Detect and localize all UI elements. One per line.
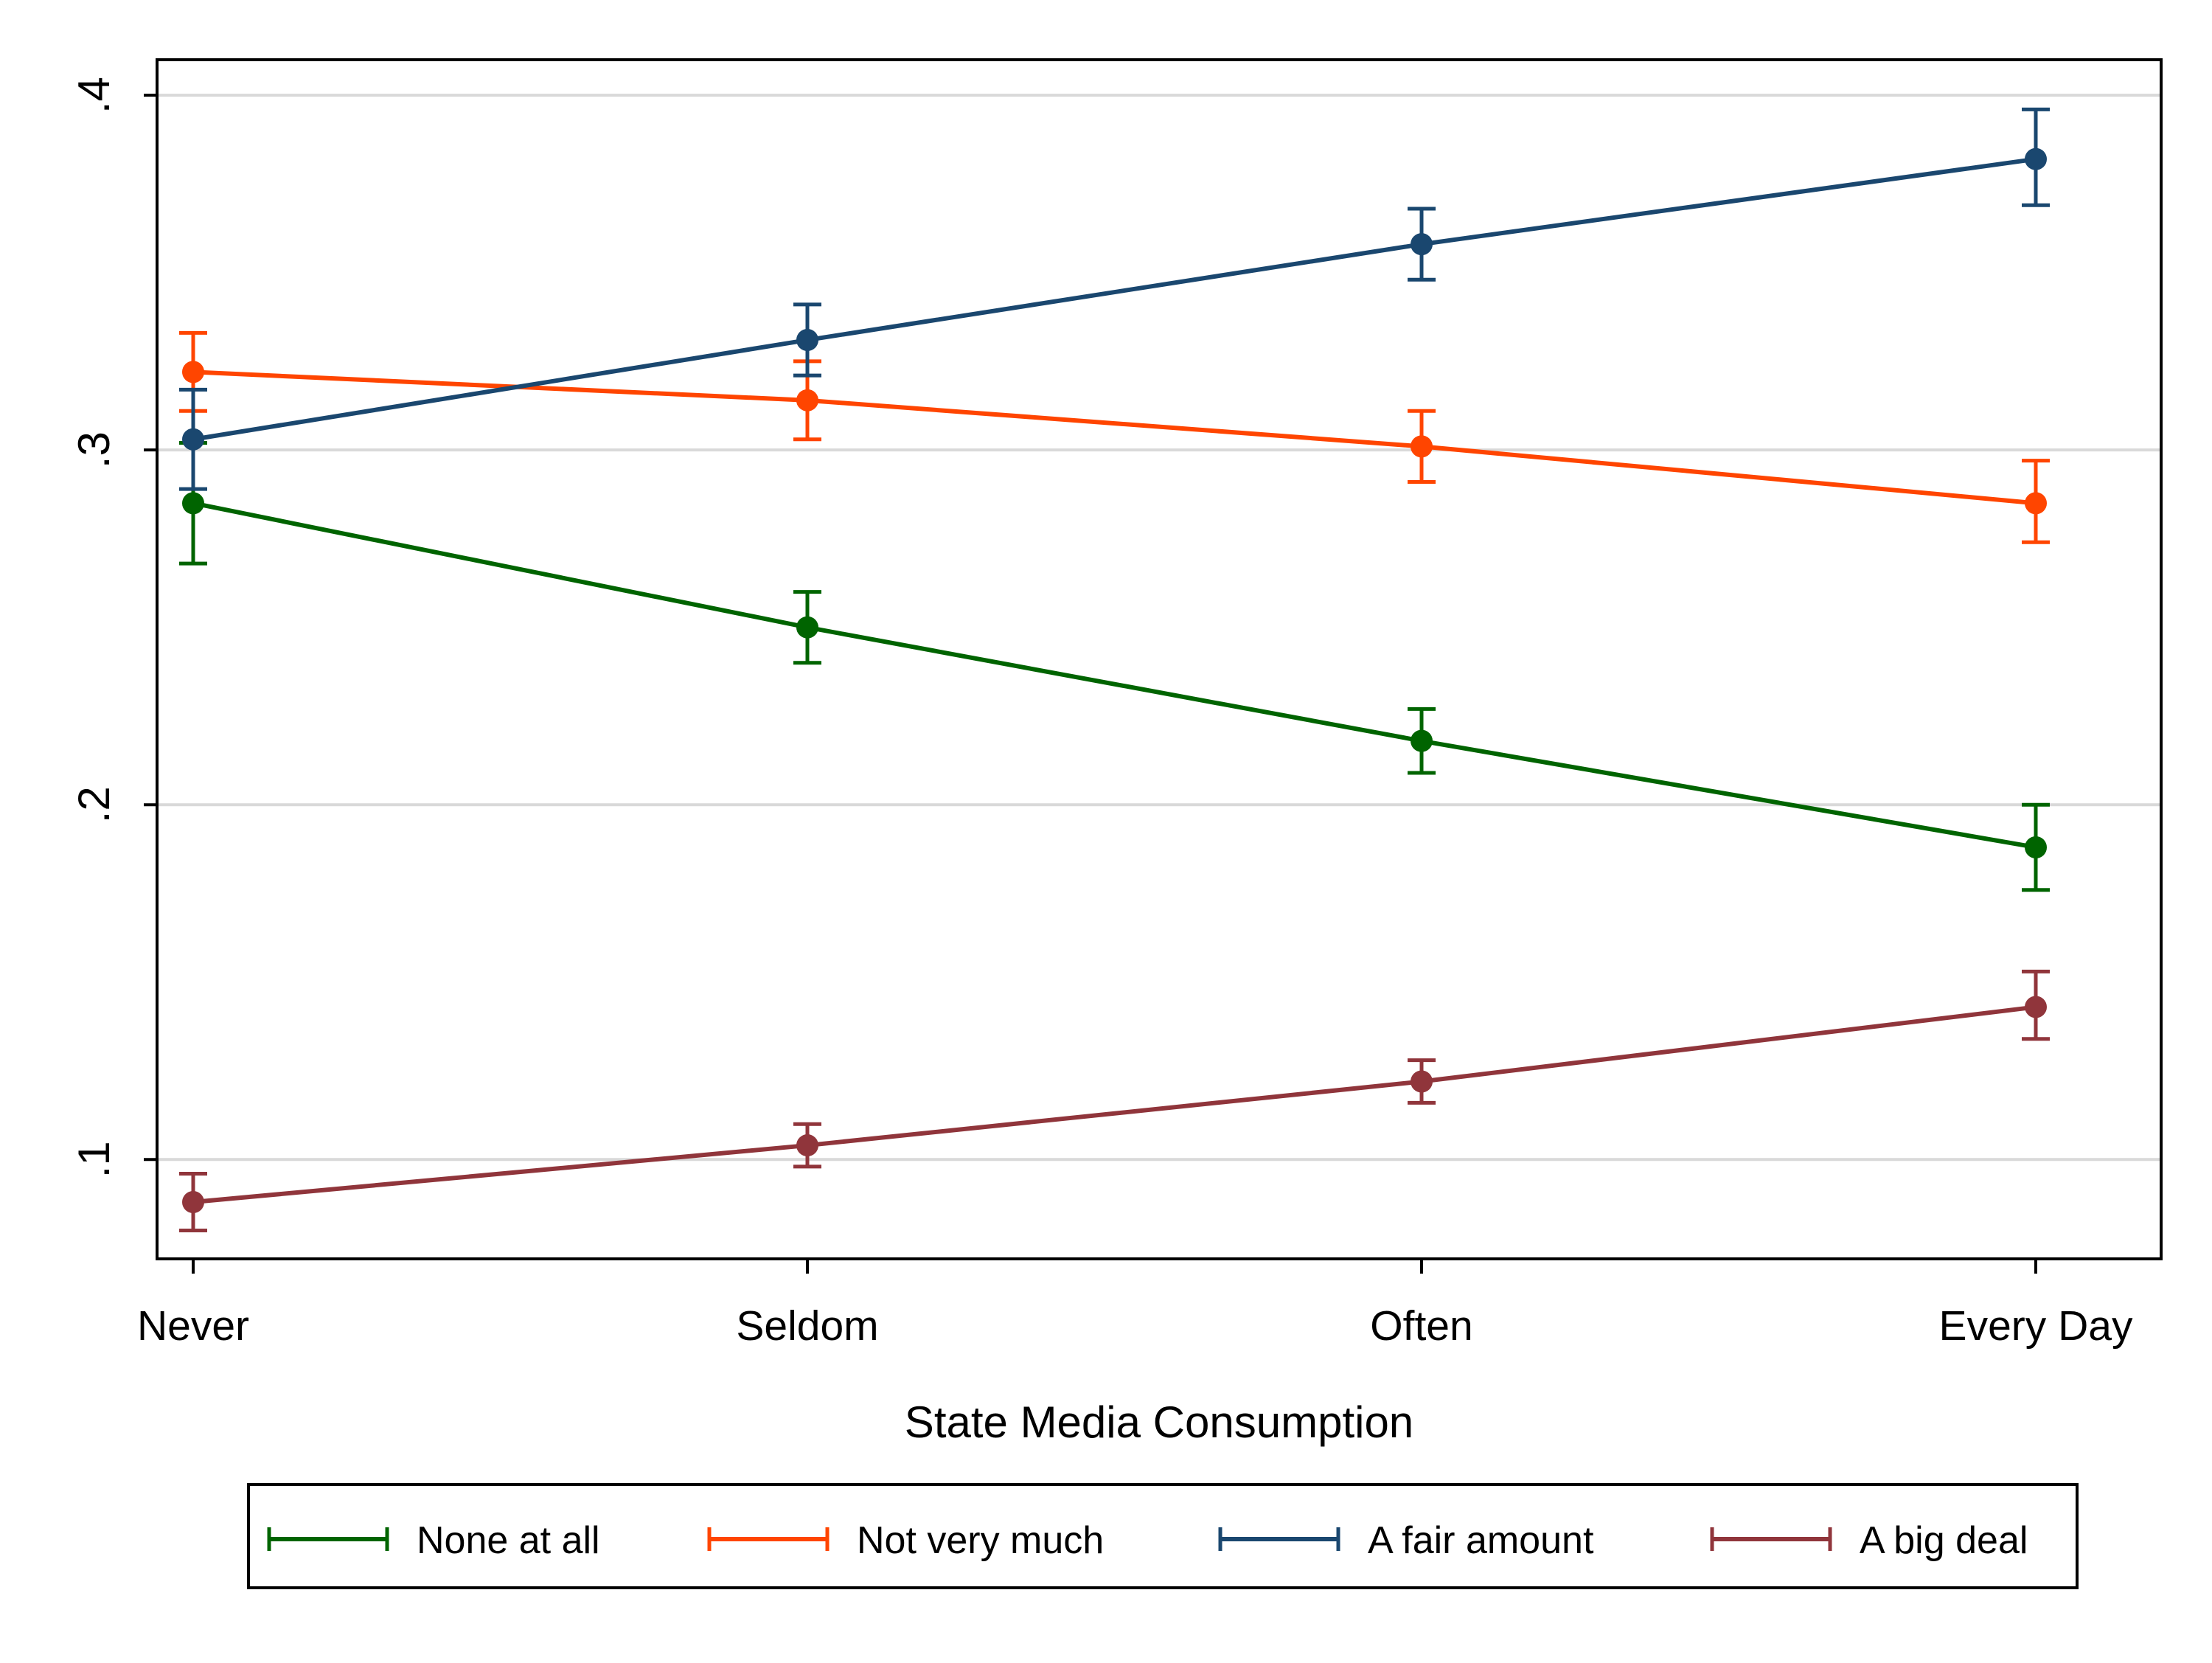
x-tick-label: Every Day (1939, 1302, 2133, 1350)
x-tick-label: Seldom (736, 1302, 878, 1350)
data-point (2025, 147, 2047, 170)
x-tick-label: Often (1370, 1302, 1472, 1350)
data-point (2025, 996, 2047, 1018)
y-tick-label: .4 (69, 77, 119, 114)
legend: None at all Not very much A fair amount A b… (247, 1483, 2079, 1589)
data-point (2025, 492, 2047, 515)
data-point (796, 1134, 818, 1157)
data-point (1411, 435, 1433, 458)
gridlines (157, 94, 2161, 1162)
legend-item: A big deal (1710, 1519, 2028, 1562)
axes: .1 .2 .3 .4 Never Seldom Often Every Day (69, 77, 2133, 1350)
series-line (192, 501, 2037, 850)
data-point (1411, 729, 1433, 752)
legend-box (247, 1483, 2079, 1589)
data-point (796, 616, 818, 639)
data-point (1411, 1070, 1433, 1093)
data-point (2025, 836, 2047, 858)
y-tick-label: .1 (69, 1141, 119, 1178)
legend-label: A big deal (1860, 1519, 2028, 1562)
data-point (796, 329, 818, 352)
legend-item: A fair amount (1218, 1519, 1594, 1562)
legend-item: None at all (267, 1519, 600, 1562)
y-tick-label: .3 (69, 431, 119, 468)
legend-item: Not very much (707, 1519, 1104, 1562)
data-point (182, 361, 204, 383)
y-tick-label: .2 (69, 786, 119, 823)
series-line (192, 369, 2037, 506)
plot-frame (156, 58, 2163, 1260)
data-point (796, 389, 818, 412)
data-point (1411, 233, 1433, 256)
x-axis-title: State Media Consumption (905, 1398, 1413, 1447)
data-point (182, 428, 204, 451)
legend-label: A fair amount (1368, 1519, 1594, 1562)
series-line (192, 1004, 2037, 1205)
data-point (182, 492, 204, 515)
x-tick-label: Never (137, 1302, 249, 1350)
data-point (182, 1191, 204, 1214)
series-line (192, 156, 2037, 442)
series-layer (179, 107, 2050, 1233)
legend-label: Not very much (857, 1519, 1104, 1562)
legend-label: None at all (417, 1519, 600, 1562)
